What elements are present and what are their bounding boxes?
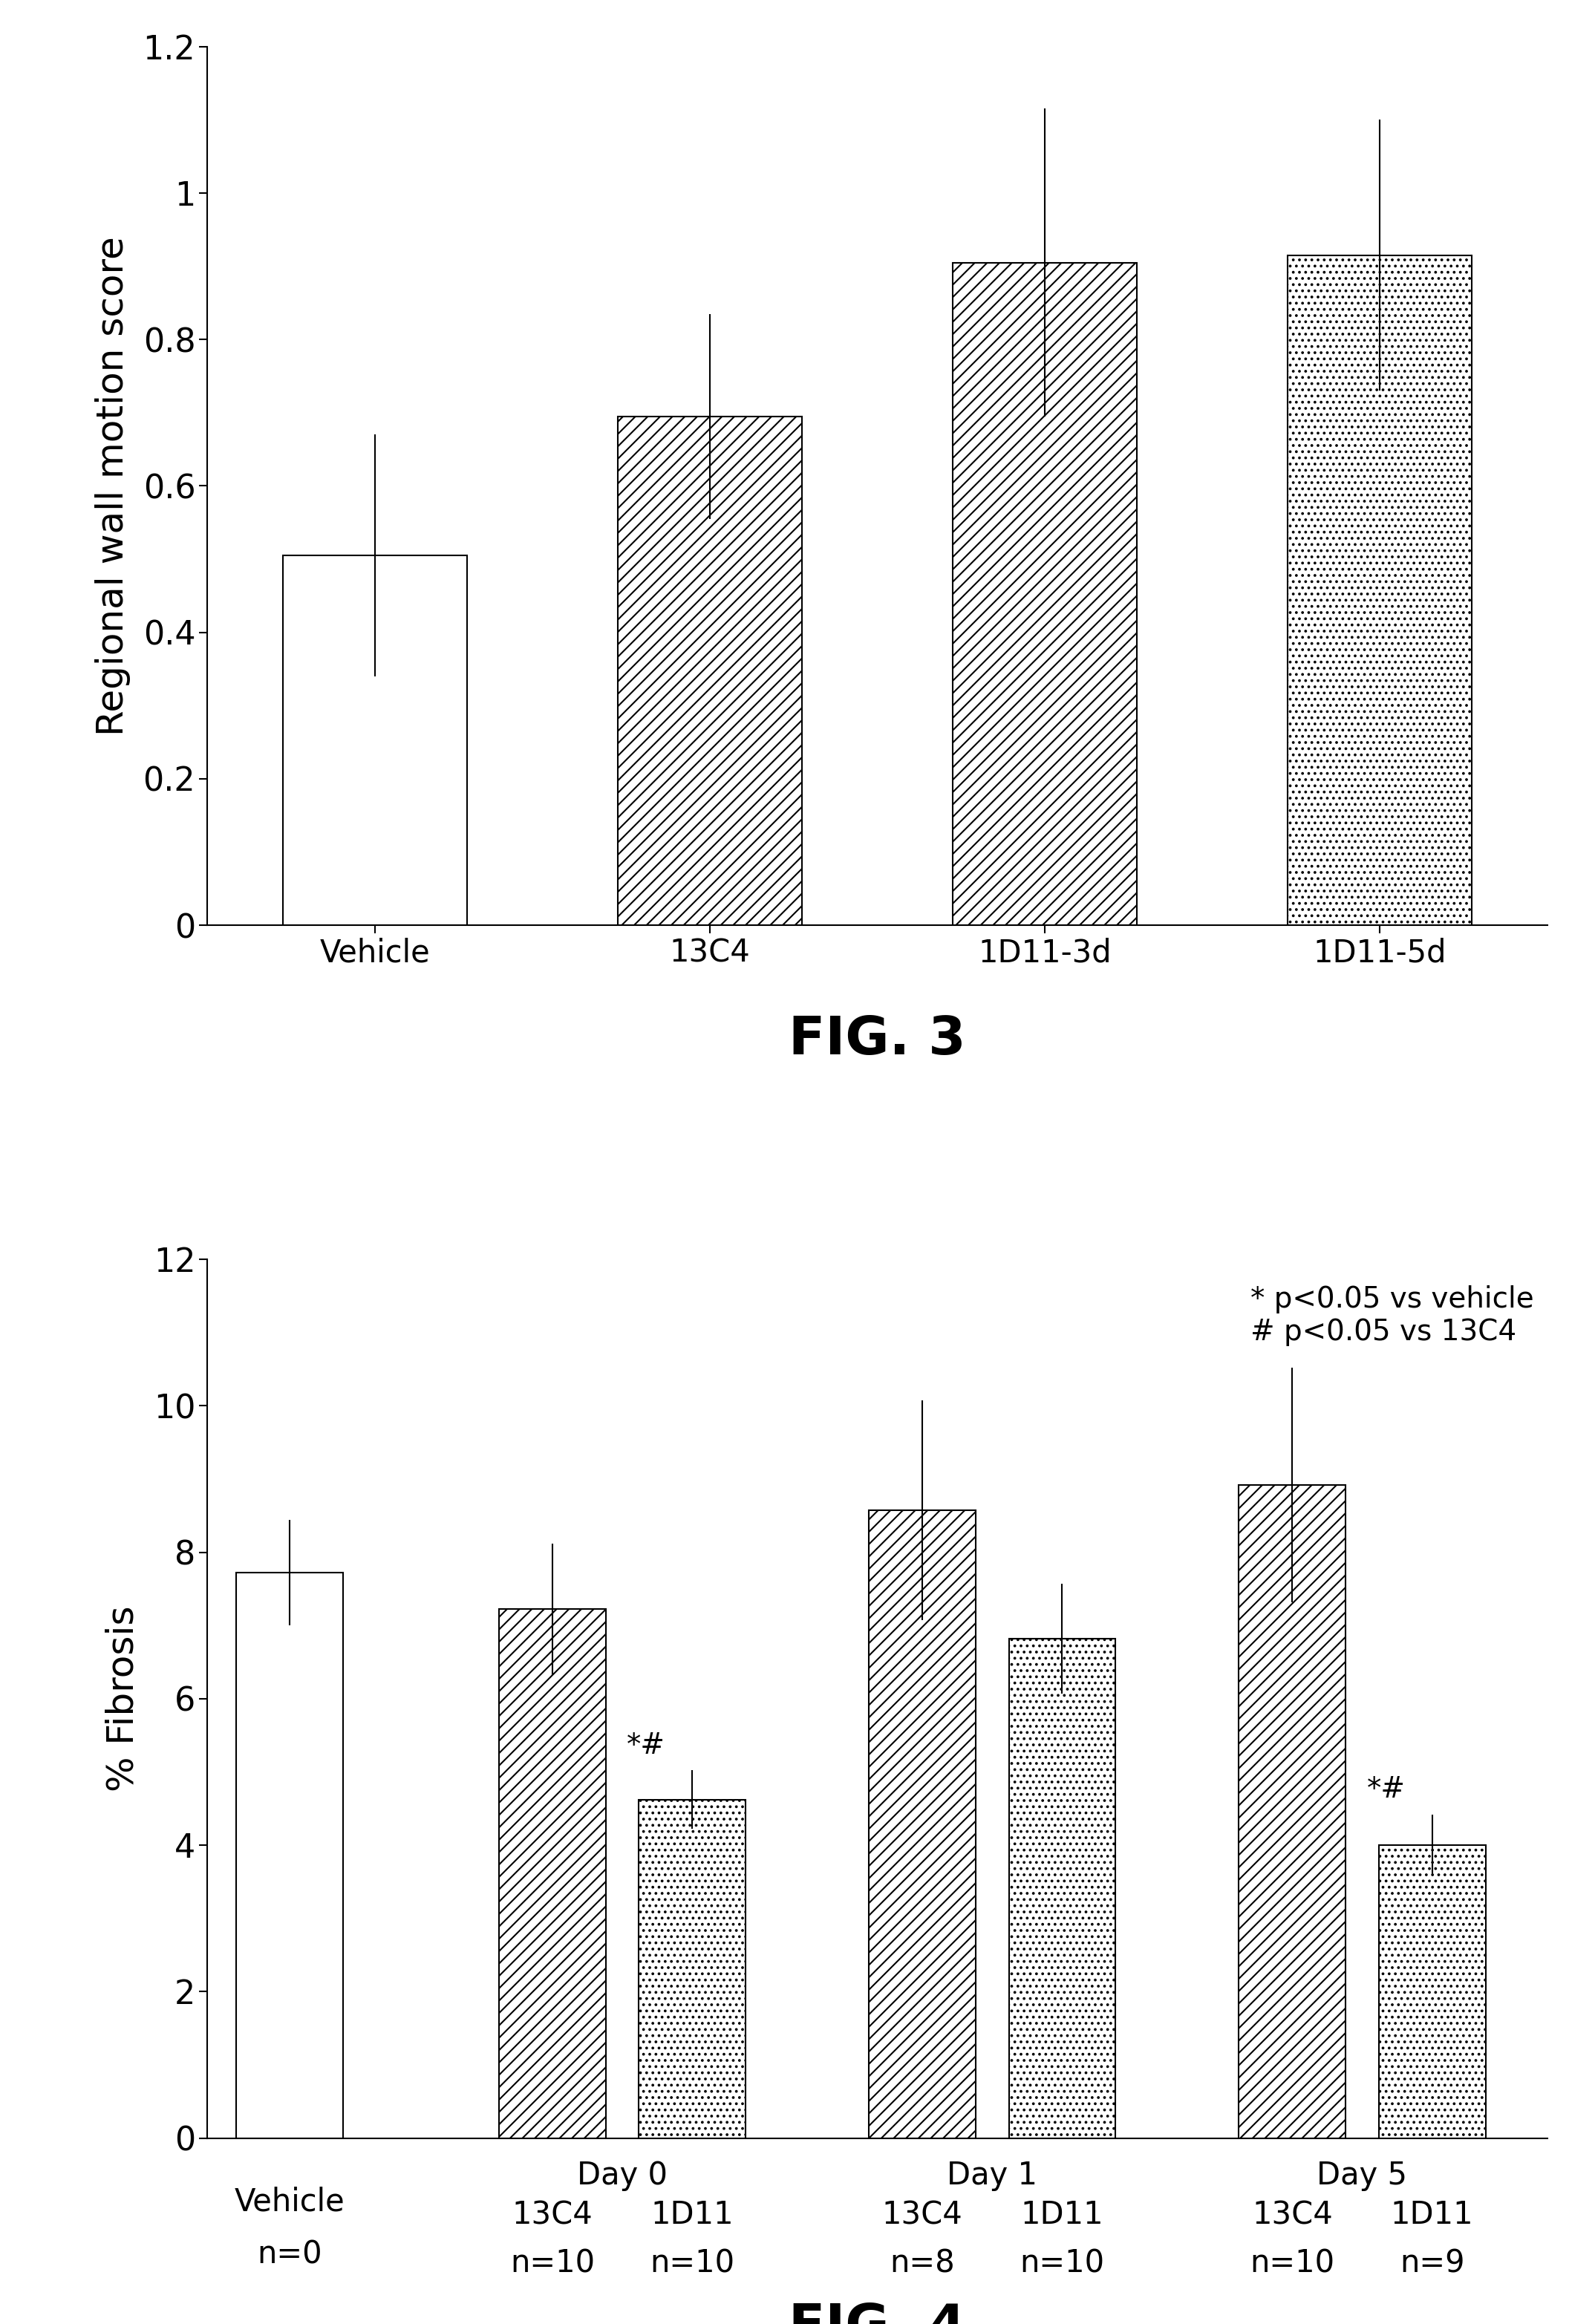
- Text: n=0: n=0: [257, 2238, 322, 2271]
- Text: Day 1: Day 1: [947, 2159, 1038, 2192]
- Text: n=9: n=9: [1399, 2247, 1464, 2280]
- Text: Day 0: Day 0: [577, 2159, 668, 2192]
- Bar: [617, 416, 802, 925]
- Text: n=10: n=10: [1019, 2247, 1105, 2280]
- Y-axis label: % Fibrosis: % Fibrosis: [105, 1606, 140, 1792]
- Text: FIG. 4: FIG. 4: [788, 2301, 967, 2324]
- Y-axis label: Regional wall motion score: Regional wall motion score: [96, 237, 131, 737]
- Bar: [952, 263, 1137, 925]
- Bar: [1378, 1845, 1485, 2138]
- Bar: [869, 1511, 976, 2138]
- Text: 13C4: 13C4: [882, 2199, 963, 2231]
- Text: 13C4: 13C4: [1252, 2199, 1333, 2231]
- Text: 1D11: 1D11: [651, 2199, 734, 2231]
- Text: Day 5: Day 5: [1317, 2159, 1407, 2192]
- Text: 1D11: 1D11: [1391, 2199, 1474, 2231]
- Text: * p<0.05 vs vehicle
# p<0.05 vs 13C4: * p<0.05 vs vehicle # p<0.05 vs 13C4: [1250, 1285, 1534, 1346]
- Bar: [1287, 256, 1472, 925]
- Text: 13C4: 13C4: [512, 2199, 593, 2231]
- Text: n=10: n=10: [649, 2247, 735, 2280]
- Bar: [236, 1573, 343, 2138]
- Text: *#: *#: [1367, 1776, 1405, 1803]
- Bar: [640, 1799, 746, 2138]
- Text: n=10: n=10: [1250, 2247, 1335, 2280]
- Text: n=8: n=8: [890, 2247, 955, 2280]
- Bar: [499, 1608, 606, 2138]
- Bar: [282, 555, 467, 925]
- Text: Vehicle: Vehicle: [234, 2187, 345, 2217]
- Text: n=10: n=10: [510, 2247, 595, 2280]
- Text: *#: *#: [627, 1731, 665, 1759]
- Bar: [1239, 1485, 1346, 2138]
- Text: FIG. 3: FIG. 3: [788, 1013, 967, 1064]
- Bar: [1008, 1638, 1115, 2138]
- Text: 1D11: 1D11: [1021, 2199, 1104, 2231]
